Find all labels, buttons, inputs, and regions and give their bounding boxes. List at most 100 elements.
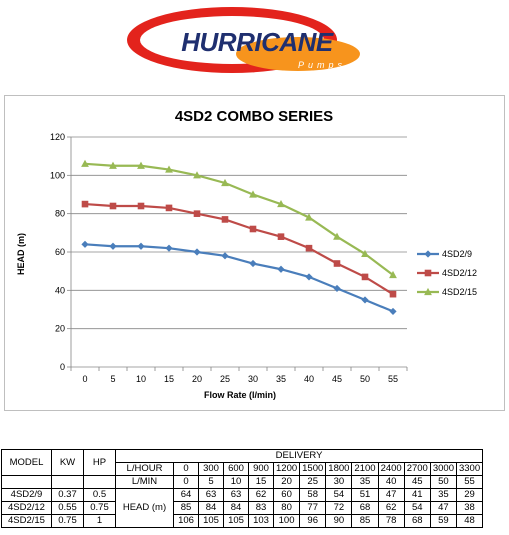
header-hp: HP [83,449,116,476]
series-4SD2/15 [81,159,397,279]
data-point-marker [305,273,313,281]
table-cell: 900 [248,462,274,476]
table-cell: 58 [299,488,327,502]
table-row: 4SD2/9 0.37 0.5 HEAD (m) 64 63 63 62 60 58 54 5… [1,488,484,528]
table-cell: 30 [325,475,353,489]
x-tick-label: 40 [304,374,314,384]
table-cell: 50 [429,475,457,489]
table-cell: 59 [429,514,457,528]
chart-frame: 4SD2 COMBO SERIES 0 20 40 60 80 100 120 0 5 10 15 2… [4,95,505,411]
data-point-marker [137,242,145,250]
table-row: 4SD2/12 0.55 0.75 85 84 84 83 80 77 72 68 62 54 47… [1,501,484,515]
row-hp: 0.5 [83,488,116,502]
l-min-label: L/MIN [115,475,174,489]
table-cell: 84 [223,501,249,515]
legend-item: 4SD2/15 [417,287,477,297]
data-point-marker [81,240,89,248]
data-point-marker [137,161,145,169]
table-cell: 51 [351,488,379,502]
table-header-row: MODEL KW HP DELIVERY [1,449,484,476]
table-cell: 96 [299,514,327,528]
x-tick-label: 55 [388,374,398,384]
series-line [84,243,394,313]
legend-item: 4SD2/9 [417,249,472,259]
table-row-l-hour: L/HOUR 0 300 600 900 1200 1500 1800 2100 2400 270… [2,462,484,476]
logo-orange-swoosh [236,37,360,71]
y-tick-label: 40 [55,285,65,295]
table-cell: 62 [377,501,405,515]
table-cell: 54 [325,488,353,502]
data-point-marker [193,210,201,217]
table-cell: 300 [198,462,224,476]
table-cell: 68 [351,501,379,515]
y-tick-label: 0 [60,362,65,372]
table-cell: 100 [272,514,301,528]
table-cell: 1200 [272,462,301,476]
legend-label: 4SD2/9 [442,249,472,259]
data-point-marker [305,213,313,221]
table-cell: 63 [223,488,249,502]
data-point-marker [389,290,397,298]
table-cell: 60 [272,488,301,502]
row-kw: 0.37 [51,488,84,502]
x-tick-label: 15 [164,374,174,384]
data-point-marker [249,190,257,198]
logo-brand-name: HURRICANE [181,27,334,57]
table-cell: 15 [248,475,274,489]
data-point-marker [221,252,229,260]
table-cell: 45 [403,475,431,489]
x-tick-label: 45 [332,374,342,384]
chart-title: 4SD2 COMBO SERIES [175,108,333,125]
y-tick-label: 120 [50,132,65,142]
table-cell: 80 [272,501,301,515]
head-flow-chart: 4SD2 COMBO SERIES 0 20 40 60 80 100 120 0 5 10 15 2… [16,108,477,400]
data-point-marker [109,202,117,210]
data-point-marker [249,225,257,233]
table-cell: 85 [173,501,199,515]
table-cell: 1800 [325,462,353,476]
data-point-marker [277,233,285,240]
x-tick-label: 35 [276,374,286,384]
data-point-marker [333,284,341,293]
table-cell: 105 [223,514,249,528]
header-kw: KW [51,449,84,476]
table-cell: 48 [455,514,484,528]
data-point-marker [361,273,369,281]
table-cell: 38 [455,501,484,515]
data-point-marker [81,159,89,167]
table-cell: 103 [248,514,274,528]
table-row-l-min: L/MIN 0 5 10 15 20 25 30 35 40 45 50 55 [1,475,484,489]
table-cell: 2100 [351,462,379,476]
series-line [84,202,394,296]
row-hp: 1 [83,514,116,528]
series-4SD2/12 [81,200,397,298]
table-cell: 105 [198,514,224,528]
table-cell: 20 [272,475,301,489]
y-tick-label: 60 [55,247,65,257]
data-point-marker [165,204,173,212]
table-cell: 83 [248,501,274,515]
data-point-marker [389,307,397,316]
table-cell: 25 [299,475,327,489]
y-axis-label: HEAD (m) [16,233,26,275]
data-point-marker [424,250,432,258]
table-cell: 0 [173,475,199,489]
table-row: 4SD2/15 0.75 1 106 105 105 103 100 96 90 85 78 68… [1,514,484,528]
table-cell: 47 [429,501,457,515]
data-point-marker [361,296,369,304]
delivery-table: MODEL KW HP DELIVERY L/HOUR 0 300 600 900 12… [1,449,484,528]
table-cell: 72 [325,501,353,515]
x-tick-label: 25 [220,374,230,384]
data-point-marker [81,200,89,208]
data-point-marker [165,165,173,173]
data-point-marker [424,269,432,277]
data-point-marker [165,244,173,252]
legend-label: 4SD2/15 [442,287,477,297]
data-point-marker [277,265,285,273]
legend-item: 4SD2/12 [417,268,477,278]
row-hp: 0.75 [83,501,116,515]
data-point-marker [305,244,313,252]
data-point-marker [109,161,117,169]
data-point-marker [361,249,369,258]
table-cell: 78 [377,514,405,528]
